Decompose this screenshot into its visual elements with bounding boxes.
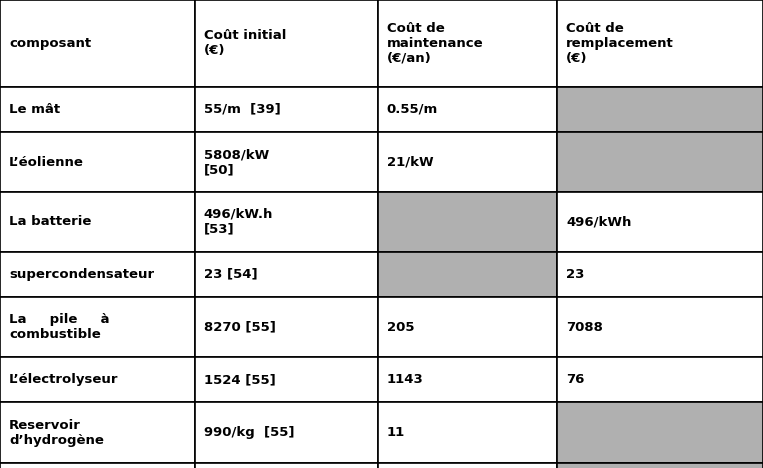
Text: 76: 76 bbox=[566, 373, 584, 386]
Bar bbox=[378, 252, 557, 297]
Text: Le mât: Le mât bbox=[9, 103, 60, 116]
Bar bbox=[195, 132, 378, 192]
Text: 496/kWh: 496/kWh bbox=[566, 215, 632, 228]
Text: 55/m  [39]: 55/m [39] bbox=[204, 103, 281, 116]
Text: 7088: 7088 bbox=[566, 321, 603, 334]
Bar bbox=[557, 132, 763, 192]
Bar bbox=[557, 192, 763, 252]
Text: Reservoir
d’hydrogène: Reservoir d’hydrogène bbox=[9, 419, 104, 447]
Text: 1143: 1143 bbox=[387, 373, 423, 386]
Bar bbox=[195, 87, 378, 132]
Text: L’éolienne: L’éolienne bbox=[9, 155, 84, 168]
Bar bbox=[0, 0, 195, 87]
Text: 496/kW.h
[53]: 496/kW.h [53] bbox=[204, 208, 273, 236]
Text: supercondensateur: supercondensateur bbox=[9, 268, 154, 281]
Bar bbox=[378, 132, 557, 192]
Text: 5808/kW
[50]: 5808/kW [50] bbox=[204, 148, 269, 176]
Bar bbox=[0, 297, 195, 357]
Bar bbox=[378, 87, 557, 132]
Text: 23 [54]: 23 [54] bbox=[204, 268, 257, 281]
Bar bbox=[195, 463, 378, 468]
Bar bbox=[0, 192, 195, 252]
Bar bbox=[378, 463, 557, 468]
Bar bbox=[0, 357, 195, 402]
Bar bbox=[557, 357, 763, 402]
Bar bbox=[378, 192, 557, 252]
Bar bbox=[195, 357, 378, 402]
Text: 205: 205 bbox=[387, 321, 414, 334]
Bar bbox=[0, 132, 195, 192]
Bar bbox=[195, 192, 378, 252]
Bar bbox=[557, 0, 763, 87]
Text: Coût initial
(€): Coût initial (€) bbox=[204, 29, 286, 57]
Bar bbox=[557, 252, 763, 297]
Bar bbox=[195, 297, 378, 357]
Bar bbox=[378, 0, 557, 87]
Bar bbox=[378, 297, 557, 357]
Bar bbox=[557, 463, 763, 468]
Bar bbox=[557, 402, 763, 463]
Bar bbox=[0, 402, 195, 463]
Bar bbox=[0, 463, 195, 468]
Bar bbox=[0, 87, 195, 132]
Bar bbox=[378, 357, 557, 402]
Bar bbox=[195, 402, 378, 463]
Text: La     pile     à
combustible: La pile à combustible bbox=[9, 313, 110, 341]
Text: 1524 [55]: 1524 [55] bbox=[204, 373, 275, 386]
Text: 990/kg  [55]: 990/kg [55] bbox=[204, 426, 295, 439]
Bar bbox=[0, 252, 195, 297]
Text: 23: 23 bbox=[566, 268, 584, 281]
Bar bbox=[195, 252, 378, 297]
Bar bbox=[195, 0, 378, 87]
Text: 0.55/m: 0.55/m bbox=[387, 103, 438, 116]
Text: 21/kW: 21/kW bbox=[387, 155, 433, 168]
Text: 11: 11 bbox=[387, 426, 405, 439]
Text: Coût de
remplacement
(€): Coût de remplacement (€) bbox=[566, 22, 674, 65]
Text: composant: composant bbox=[9, 37, 92, 50]
Bar bbox=[378, 402, 557, 463]
Bar bbox=[557, 87, 763, 132]
Text: 8270 [55]: 8270 [55] bbox=[204, 321, 275, 334]
Text: Coût de
maintenance
(€/an): Coût de maintenance (€/an) bbox=[387, 22, 484, 65]
Text: La batterie: La batterie bbox=[9, 215, 92, 228]
Bar bbox=[557, 297, 763, 357]
Text: L’électrolyseur: L’électrolyseur bbox=[9, 373, 119, 386]
